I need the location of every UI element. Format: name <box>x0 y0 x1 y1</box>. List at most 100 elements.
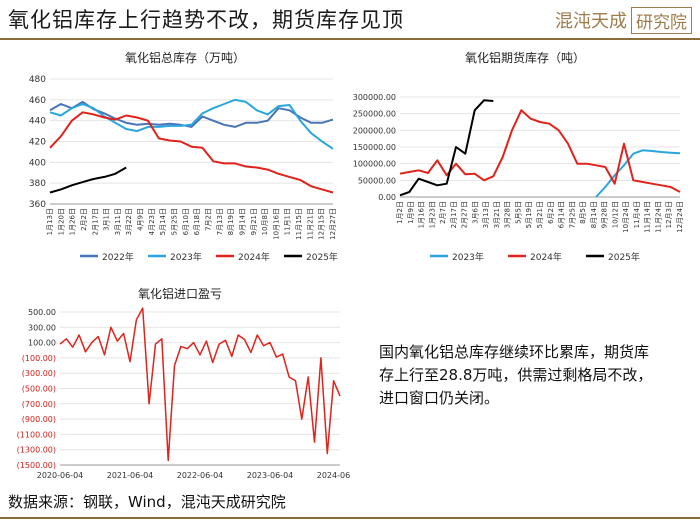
y-tick-label: (900.00) <box>22 415 56 424</box>
y-tick-label: (100.00) <box>22 354 56 363</box>
legend-label-2023: 2023年 <box>452 251 484 263</box>
y-tick-label: 150000.00 <box>353 143 396 152</box>
import-margin-chart: 氧化铝进口盈亏 500.00 300.00 100.00 (100.00) (300.0… <box>17 286 350 480</box>
x-tick-label: 7月25日 <box>568 201 576 228</box>
y-tick-label: 420 <box>29 138 46 148</box>
x-tick-label: 12月3日 <box>665 201 673 228</box>
x-tick-label: 5月14日 <box>159 208 167 235</box>
x-tick-label: 6月18日 <box>193 208 201 235</box>
x-tick-label: 11月21日 <box>306 208 314 240</box>
y-tick-label: 300000.00 <box>353 93 396 102</box>
x-tick-label: 5月21日 <box>536 201 544 228</box>
y-tick-label: 100000.00 <box>353 160 396 169</box>
y-tick-label: (1500.00) <box>17 461 56 470</box>
legend: 2023年 2024年 2025年 <box>430 251 640 263</box>
y-tick-label: 480 <box>29 75 46 85</box>
x-tick-label: 12月27日 <box>329 208 337 240</box>
x-tick-label: 5月25日 <box>171 208 179 235</box>
plot-area <box>59 307 341 462</box>
y-tick-label: 460 <box>29 96 46 106</box>
legend-label-2024: 2024年 <box>530 251 562 263</box>
x-tick-label: 3月13日 <box>482 201 490 228</box>
plot-area <box>49 98 334 194</box>
x-axis: 1月2日 1月9日 1月16日 1月23日 2月7日 2月17日 2月27日 3月6日 3月13… <box>396 196 684 233</box>
footer-divider <box>0 517 700 519</box>
data-source: 数据来源：钢联，Wind，混沌天成研究院 <box>8 493 286 511</box>
x-tick-label: 1月13日 <box>46 208 54 235</box>
x-tick-label: 7月13日 <box>216 208 224 235</box>
x-tick-label: 12月15日 <box>318 208 326 240</box>
x-tick-label: 9月28日 <box>601 201 609 228</box>
series-line-2023年 <box>595 149 681 198</box>
logo-box: 研究院 <box>631 6 692 34</box>
chart-title: 氧化铝期货库存（吨） <box>465 50 585 65</box>
x-axis: 2020-06-04 2021-06-04 2022-06-04 2023-06-04… <box>37 464 350 480</box>
x-tick-label: 3月1日 <box>103 208 111 231</box>
series-line-2025年 <box>399 99 494 197</box>
x-tick-label: 2月17日 <box>91 208 99 235</box>
header-divider <box>0 38 700 40</box>
legend-label-2023: 2023年 <box>170 251 202 263</box>
x-tick-label: 3月28日 <box>504 201 512 228</box>
x-tick-label: 1月9日 <box>407 201 415 224</box>
logo-text: 混沌天成 <box>555 11 627 32</box>
x-tick-label: 8月5日 <box>579 201 587 224</box>
y-axis: 0.00 50000.00 100000.00 150000.00 200000.00 2… <box>353 93 680 202</box>
x-tick-label: 4月23日 <box>148 208 156 235</box>
y-tick-label: 380 <box>29 179 46 189</box>
y-tick-label: 0.00 <box>378 193 396 202</box>
y-tick-label: 400 <box>29 158 46 168</box>
x-tick-label: 6月2日 <box>547 201 555 224</box>
y-tick-label: 50000.00 <box>358 176 396 185</box>
x-tick-label: 2月2日 <box>80 208 88 231</box>
x-tick-label: 2月27日 <box>461 201 469 228</box>
legend: 2022年 2023年 2024年 2025年 <box>80 251 338 263</box>
x-tick-label: 4月9日 <box>137 208 145 231</box>
x-tick-label: 2月17日 <box>450 201 458 228</box>
y-tick-label: 250000.00 <box>353 110 396 119</box>
x-tick-label: 10/12日 <box>611 201 619 228</box>
x-tick-label: 3月11日 <box>114 208 122 235</box>
x-tick-label: 9月21日 <box>250 208 258 235</box>
y-tick-label: (500.00) <box>22 385 56 394</box>
futures-inventory-chart: 氧化铝期货库存（吨） 0.00 50000.00 100000.00 150000.0… <box>353 50 684 263</box>
x-tick-label: 11月15日 <box>295 208 303 240</box>
x-tick-label: 12月24日 <box>676 201 684 233</box>
y-tick-label: 500.00 <box>28 308 56 317</box>
x-tick-label: 5月19日 <box>525 201 533 228</box>
x-tick-label: 1月26日 <box>69 208 77 235</box>
series-line-2024年 <box>399 109 681 193</box>
x-tick-label: 1月23日 <box>428 201 436 228</box>
y-tick-label: (1300.00) <box>17 446 56 455</box>
y-tick-label: 440 <box>29 117 46 127</box>
x-tick-label: 9月14日 <box>238 208 246 235</box>
legend-label-2022: 2022年 <box>102 251 134 263</box>
x-tick-label: 3月6日 <box>471 201 479 224</box>
x-tick-label: 2021-06-04 <box>107 471 154 480</box>
x-tick-label: 10月16日 <box>272 208 280 240</box>
x-tick-label: 11月1日 <box>284 208 292 235</box>
x-tick-label: 2022-06-04 <box>177 471 224 480</box>
y-axis: 360 380 400 420 440 460 480 <box>29 75 333 210</box>
x-tick-label: 6月14日 <box>558 201 566 228</box>
y-tick-label: (1100.00) <box>17 430 56 439</box>
y-tick-label: (700.00) <box>22 400 56 409</box>
x-axis: 1月13日 1月20日 1月26日 2月2日 2月17日 3月1日 3月11日 3月22日 4月… <box>46 203 337 240</box>
x-tick-label: 5月5日 <box>514 201 522 224</box>
series-line-2023年 <box>49 98 334 150</box>
x-tick-label: 6月10日 <box>182 208 190 235</box>
x-tick-label: 11月14日 <box>644 201 652 233</box>
x-tick-label: 10月8日 <box>261 208 269 235</box>
x-tick-label: 8月19日 <box>227 208 235 235</box>
brand-logo: 混沌天成 研究院 <box>555 6 692 34</box>
y-axis: 500.00 300.00 100.00 (100.00) (300.00) (500.0… <box>17 308 340 470</box>
x-tick-label: 1月16日 <box>418 201 426 228</box>
y-tick-label: 360 <box>29 200 46 210</box>
x-tick-label: 10月24日 <box>622 201 630 233</box>
x-tick-label: 3月21日 <box>493 201 501 228</box>
series-line-2025年 <box>49 166 127 194</box>
legend-label-2025: 2025年 <box>608 251 640 263</box>
plot-area <box>399 99 681 198</box>
